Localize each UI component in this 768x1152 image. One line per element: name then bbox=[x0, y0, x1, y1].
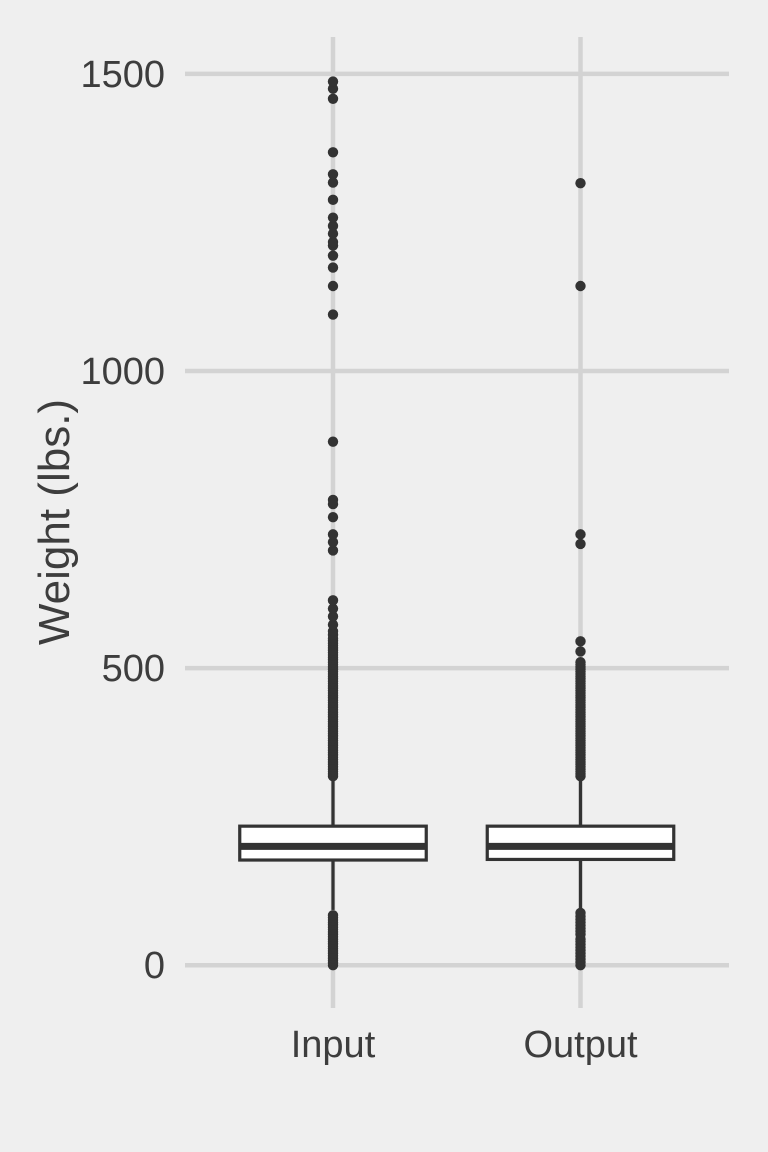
outlier-point-input bbox=[327, 250, 339, 261]
outlier-point-output bbox=[575, 646, 586, 657]
x-category-label-output: Output bbox=[523, 1024, 638, 1066]
outlier-point-input bbox=[327, 93, 339, 105]
outlier-point-input bbox=[327, 436, 339, 447]
box-output bbox=[485, 824, 676, 862]
outlier-point-input bbox=[327, 212, 339, 223]
outlier-point-input bbox=[327, 262, 339, 273]
y-tick-label-1000: 1000 bbox=[80, 351, 165, 393]
outlier-point-input bbox=[327, 603, 339, 614]
y-tick-label-500: 500 bbox=[102, 648, 165, 690]
outlier-point-input bbox=[327, 236, 339, 248]
outlier-point-input bbox=[327, 910, 339, 921]
y-tick-label-1500: 1500 bbox=[80, 54, 165, 96]
outlier-point-input bbox=[327, 309, 339, 320]
outlier-point-input bbox=[327, 595, 339, 606]
outlier-point-input bbox=[327, 536, 339, 548]
outlier-point-output bbox=[575, 280, 586, 292]
outlier-point-input bbox=[327, 147, 339, 158]
outlier-point-input bbox=[327, 76, 339, 87]
outlier-point-input bbox=[327, 545, 339, 556]
outlier-point-output bbox=[575, 529, 586, 540]
outlier-point-input bbox=[327, 83, 339, 94]
outlier-point-input bbox=[327, 228, 339, 239]
outlier-point-input bbox=[327, 529, 339, 540]
y-axis-title: Weight (lbs.) bbox=[30, 399, 79, 645]
outlier-point-input bbox=[327, 169, 339, 180]
outlier-point-input bbox=[327, 511, 339, 523]
outlier-point-output bbox=[575, 656, 586, 668]
outlier-point-output bbox=[575, 636, 586, 647]
outlier-point-input bbox=[327, 494, 339, 506]
outlier-point-input bbox=[327, 611, 339, 622]
outlier-point-output bbox=[575, 538, 586, 550]
outlier-point-input bbox=[327, 177, 339, 188]
x-category-label-input: Input bbox=[291, 1024, 376, 1066]
outlier-point-output bbox=[575, 907, 586, 919]
outlier-point-input bbox=[327, 194, 339, 206]
outlier-point-output bbox=[575, 177, 586, 189]
outlier-point-input bbox=[327, 619, 339, 630]
y-tick-label-0: 0 bbox=[144, 945, 165, 987]
outlier-point-input bbox=[327, 280, 339, 292]
outlier-point-input bbox=[327, 220, 339, 232]
